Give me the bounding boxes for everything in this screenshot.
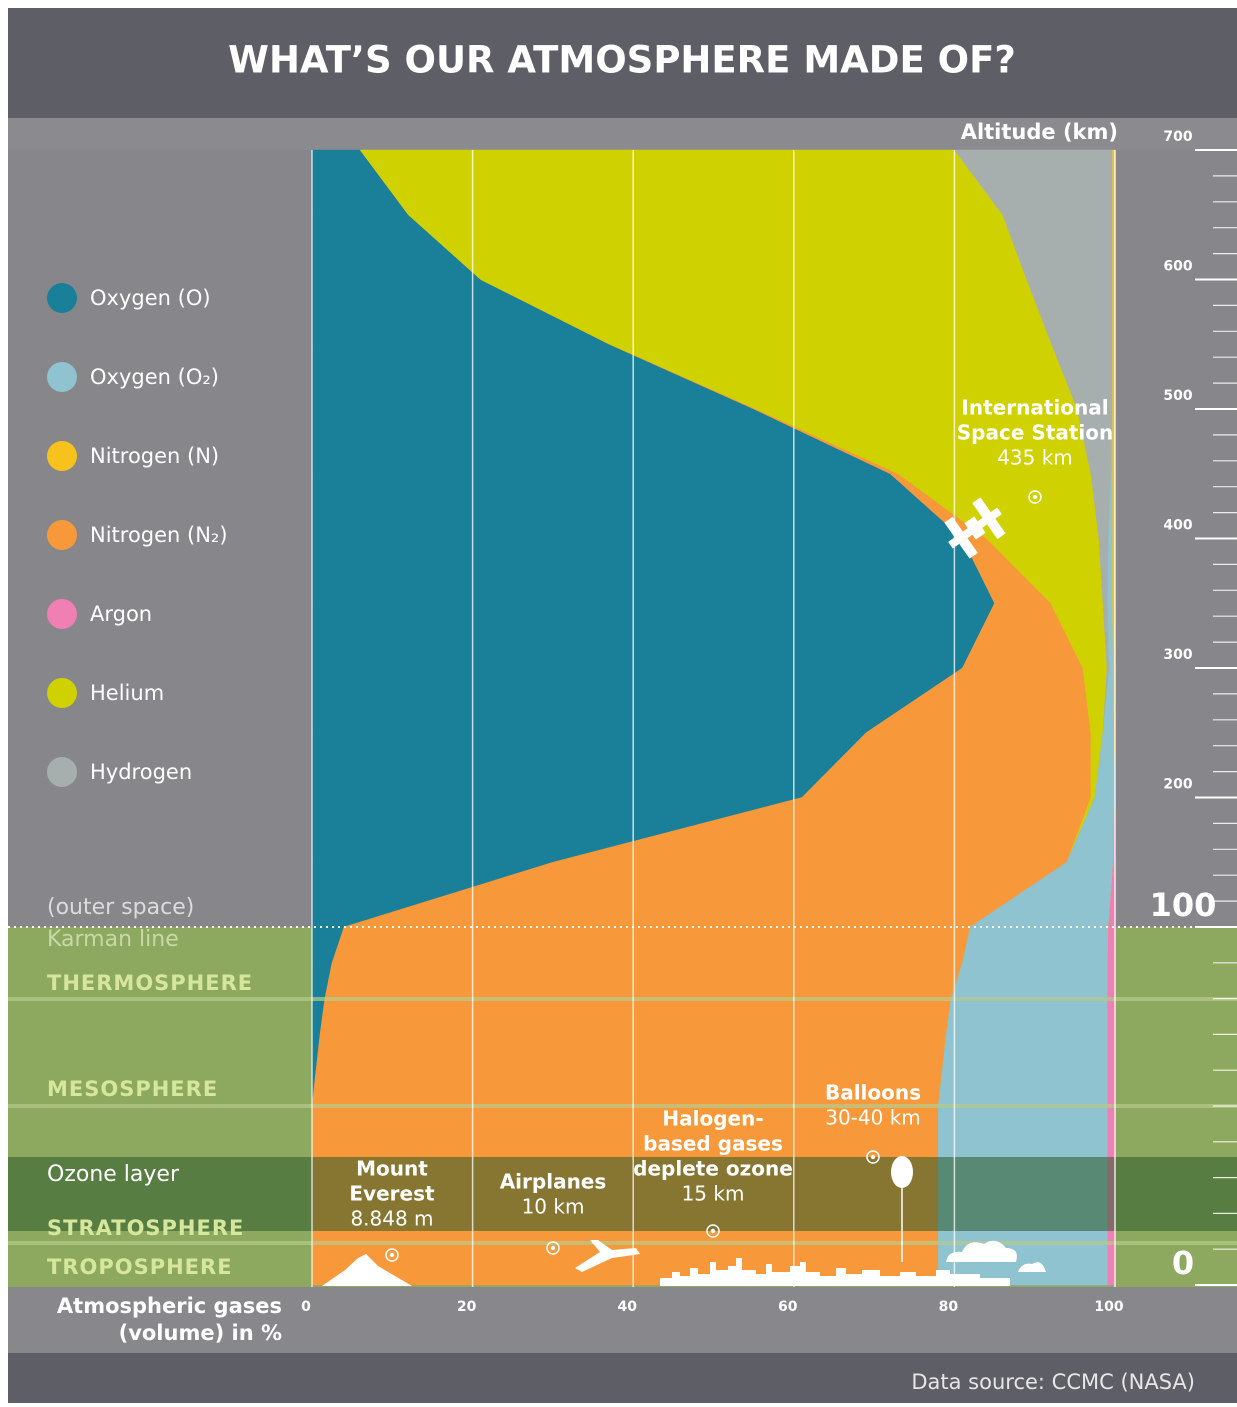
annotation-marker-dot	[1032, 494, 1038, 500]
legend-swatch	[47, 362, 77, 392]
y-tick-label: 700	[1163, 129, 1192, 145]
annotation-detail: 10 km	[522, 1195, 585, 1219]
legend-swatch	[47, 757, 77, 787]
x-axis-title: Atmospheric gases	[57, 1294, 282, 1318]
balloon-icon	[891, 1156, 913, 1188]
legend-label: Helium	[90, 681, 164, 705]
annotation-detail: 15 km	[682, 1182, 745, 1206]
legend-label: Oxygen (O)	[90, 286, 211, 310]
legend-label: Nitrogen (N)	[90, 444, 219, 468]
header-band	[8, 8, 1237, 118]
annotation-title: Everest	[349, 1182, 435, 1206]
cloud-icon	[1018, 1262, 1046, 1272]
layer-label: THERMOSPHERE	[47, 971, 253, 995]
annotation-title: based gases	[643, 1132, 783, 1156]
annotation-marker-dot	[710, 1228, 716, 1234]
x-tick-label: 20	[457, 1299, 477, 1315]
annotation-marker	[706, 1224, 720, 1238]
overlay-layer	[8, 150, 1237, 1287]
x-axis-band	[8, 1287, 1237, 1353]
x-tick-label: 80	[939, 1299, 959, 1315]
legend-swatch	[47, 678, 77, 708]
axis-band	[8, 118, 1237, 150]
y-tick-label: 500	[1163, 388, 1192, 404]
axis-layer: 0 20 40 60 80 100 0 100 200 300 400 500 600 700 Oxygen…	[47, 129, 1237, 1315]
x-tick-label: 100	[1094, 1299, 1123, 1315]
annotation-detail: 30-40 km	[825, 1106, 921, 1130]
annotation-title: Airplanes	[500, 1170, 607, 1194]
annotation-marker	[385, 1248, 399, 1262]
legend-swatch	[47, 599, 77, 629]
annotation-marker-dot	[389, 1252, 395, 1258]
annotation-detail: 8.848 m	[350, 1207, 433, 1231]
annotation-marker-dot	[550, 1245, 556, 1251]
x-tick-label: 0	[301, 1299, 311, 1315]
layer-label: Karman line	[47, 927, 179, 952]
annotation-marker	[1028, 490, 1042, 504]
y-tick-label: 200	[1163, 777, 1192, 793]
annotation-title: Balloons	[825, 1081, 921, 1105]
layer-label: MESOSPHERE	[47, 1077, 218, 1101]
chart-title: WHAT’S OUR ATMOSPHERE MADE OF?	[228, 39, 1016, 82]
annotation-title: Halogen-	[662, 1107, 763, 1131]
annotation-title: Mount	[356, 1157, 428, 1181]
source-note: Data source: CCMC (NASA)	[911, 1370, 1195, 1394]
legend-swatch	[47, 283, 77, 313]
y-tick-label: 0	[1172, 1244, 1194, 1282]
annotation-marker	[866, 1150, 880, 1164]
skyline-icon	[660, 1258, 1010, 1286]
legend-label: Nitrogen (N₂)	[90, 523, 228, 547]
cloud-icon	[946, 1240, 1017, 1262]
layer-label: (outer space)	[47, 895, 194, 920]
y-tick-label: 600	[1163, 259, 1192, 275]
layer-label: TROPOSPHERE	[47, 1255, 233, 1279]
iss-icon	[944, 497, 1006, 559]
legend-swatch	[47, 441, 77, 471]
y-axis-title: Altitude (km)	[961, 120, 1118, 144]
layer-label: STRATOSPHERE	[47, 1216, 244, 1240]
legend-label: Oxygen (O₂)	[90, 365, 219, 389]
legend-label: Hydrogen	[90, 760, 192, 784]
annotation-marker-dot	[870, 1154, 876, 1160]
x-tick-label: 60	[778, 1299, 798, 1315]
y-tick-label: 400	[1163, 518, 1192, 534]
y-tick-label: 100	[1150, 886, 1217, 924]
annotation-title: deplete ozone	[633, 1157, 793, 1181]
layer-label: Ozone layer	[47, 1162, 180, 1187]
y-tick-label: 300	[1163, 647, 1192, 663]
annotation-title: Space Station	[957, 421, 1113, 445]
annotation-marker	[546, 1241, 560, 1255]
annotation-title: International	[961, 396, 1108, 420]
plane-icon	[575, 1240, 640, 1272]
footer-band	[8, 1353, 1237, 1403]
legend-swatch	[47, 520, 77, 550]
area-layer	[311, 149, 1116, 1286]
annotation-detail: 435 km	[997, 446, 1073, 470]
legend-label: Argon	[90, 602, 152, 626]
x-tick-label: 40	[617, 1299, 637, 1315]
x-axis-title: (volume) in %	[119, 1321, 282, 1345]
mountain-icon	[322, 1254, 412, 1286]
ozone-band	[8, 1157, 1237, 1231]
